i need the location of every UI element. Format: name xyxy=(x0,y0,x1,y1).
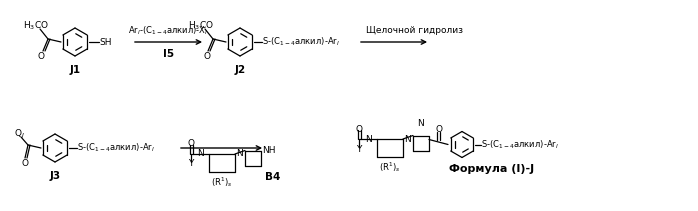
Text: N: N xyxy=(198,150,204,158)
Text: Y: Y xyxy=(188,160,193,169)
Text: SH: SH xyxy=(99,38,112,46)
Text: S-(C$_{1-4}$алкил)-Ar$_l$: S-(C$_{1-4}$алкил)-Ar$_l$ xyxy=(262,36,340,48)
Text: S-(C$_{1-4}$алкил)-Ar$_l$: S-(C$_{1-4}$алкил)-Ar$_l$ xyxy=(77,142,155,154)
Text: I5: I5 xyxy=(163,49,174,59)
Text: N: N xyxy=(365,134,372,143)
Text: H$_3$CO: H$_3$CO xyxy=(23,20,49,32)
Text: Формула (I)-J: Формула (I)-J xyxy=(450,165,535,174)
Text: O: O xyxy=(21,160,28,169)
Text: O: O xyxy=(436,125,443,134)
Text: J2: J2 xyxy=(235,65,246,75)
Text: Щелочной гидролиз: Щелочной гидролиз xyxy=(366,26,463,35)
Text: O: O xyxy=(188,139,195,149)
Text: O: O xyxy=(203,51,210,61)
Text: N: N xyxy=(404,134,410,143)
Text: J1: J1 xyxy=(69,65,80,75)
Text: J3: J3 xyxy=(50,171,61,181)
Text: O: O xyxy=(38,51,45,61)
Text: (R$^1$)$_s$: (R$^1$)$_s$ xyxy=(211,175,232,189)
Text: Y: Y xyxy=(356,145,362,153)
Text: (R$^1$)$_s$: (R$^1$)$_s$ xyxy=(379,160,401,174)
Text: O: O xyxy=(355,124,362,134)
Text: Ar$_l$-(C$_{1-4}$алкил)-X$_l$: Ar$_l$-(C$_{1-4}$алкил)-X$_l$ xyxy=(128,25,209,37)
Text: B4: B4 xyxy=(265,172,281,182)
Text: N: N xyxy=(417,119,424,128)
Text: N: N xyxy=(236,150,243,158)
Text: NH: NH xyxy=(262,146,276,155)
Text: Q$_J$: Q$_J$ xyxy=(14,127,25,141)
Text: S-(C$_{1-4}$алкил)-Ar$_l$: S-(C$_{1-4}$алкил)-Ar$_l$ xyxy=(481,138,559,151)
Text: H$_3$CO: H$_3$CO xyxy=(188,20,214,32)
